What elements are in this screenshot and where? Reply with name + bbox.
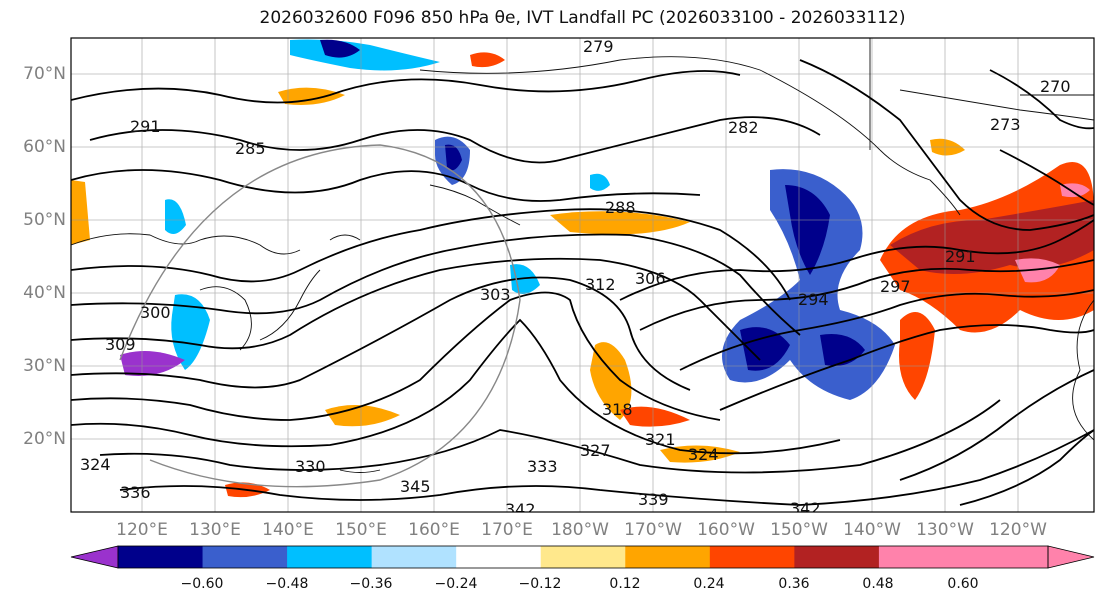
colorbar-tick-label: 0.60: [947, 576, 979, 592]
lon-label: 160°E: [408, 520, 460, 540]
lon-label: 140°W: [843, 520, 901, 540]
map-title: 2026032600 F096 850 hPa θe, IVT Landfall…: [259, 8, 906, 28]
colorbar-tick-label: 0.36: [778, 576, 810, 592]
colorbar-tick-label: 0.24: [693, 576, 725, 592]
lon-label: 180°W: [551, 520, 609, 540]
graticule: [71, 38, 1094, 512]
map-frame: [70, 37, 1095, 513]
colorbar-segment: [878, 546, 964, 568]
contour-label: 345: [400, 477, 431, 496]
colorbar-segment: [287, 546, 373, 568]
contour-label: 324: [80, 455, 111, 474]
lon-label: 140°E: [262, 520, 314, 540]
contour-label: 312: [585, 275, 616, 294]
contour-label: 291: [130, 117, 161, 136]
contour-label: 306: [635, 269, 666, 288]
colorbar-segment: [963, 546, 1049, 568]
contour-label: 273: [990, 115, 1021, 134]
lat-label: 20°N: [23, 429, 66, 449]
colorbar-segment: [540, 546, 626, 568]
lon-label: 160°W: [697, 520, 755, 540]
colorbar-segment: [794, 546, 880, 568]
colorbar-tick-label: 0.12: [609, 576, 641, 592]
colorbar-segment: [118, 546, 204, 568]
contour-label: 327: [580, 441, 611, 460]
contour-label: 270: [1040, 77, 1071, 96]
contour-label: 336: [120, 483, 151, 502]
colorbar-tick-label: 0.48: [862, 576, 894, 592]
lon-label: 150°E: [335, 520, 387, 540]
colorbar-segment: [456, 546, 542, 568]
contour-label: 318: [602, 400, 633, 419]
contour-label: 342: [790, 499, 821, 518]
lon-label: 120°E: [116, 520, 168, 540]
contour-label: 297: [880, 277, 911, 296]
contour-label: 282: [728, 118, 759, 137]
colorbar-segment: [371, 546, 457, 568]
lat-label: 50°N: [23, 210, 66, 230]
contour-label: 339: [638, 490, 669, 509]
contour-label: 321: [645, 430, 676, 449]
contour-label: 285: [235, 139, 266, 158]
range-arcs: [119, 144, 521, 488]
contour-label: 294: [798, 290, 829, 309]
theta-e-contours: [71, 59, 1094, 506]
shading-positive: [71, 52, 1094, 498]
coastlines: [71, 38, 1094, 473]
lat-label: 60°N: [23, 137, 66, 157]
contour-label: 333: [527, 457, 558, 476]
lon-label: 170°E: [481, 520, 533, 540]
contour-label: 291: [945, 247, 976, 266]
colorbar-tick-label: −0.24: [434, 576, 478, 592]
contour-label: 300: [140, 303, 171, 322]
contour-labels: 291 285 288 282 279 270 273 300 306 303 …: [80, 37, 1071, 519]
contour-label: 288: [605, 198, 636, 217]
colorbar-segment: [709, 546, 795, 568]
colorbar-extend-min: [70, 545, 119, 569]
contour-label: 279: [583, 37, 614, 56]
lon-label: 120°W: [989, 520, 1047, 540]
colorbar-tick-label: −0.12: [518, 576, 562, 592]
colorbar-segment: [625, 546, 711, 568]
colorbar-tick-label: −0.36: [349, 576, 393, 592]
contour-label: 342: [505, 500, 536, 519]
colorbar-frame: [117, 545, 1049, 569]
contour-label: 303: [480, 285, 511, 304]
shading-negative: [120, 39, 895, 400]
lon-label: 130°E: [189, 520, 241, 540]
colorbar: [70, 545, 1095, 569]
colorbar-tick-label: −0.60: [180, 576, 224, 592]
lat-label: 70°N: [23, 64, 66, 84]
lat-label: 30°N: [23, 356, 66, 376]
contour-label: 324: [688, 445, 719, 464]
lon-label: 130°W: [916, 520, 974, 540]
contour-label: 309: [105, 335, 136, 354]
colorbar-tick-label: −0.48: [265, 576, 309, 592]
colorbar-segment: [202, 546, 288, 568]
contour-label: 330: [295, 457, 326, 476]
lon-label: 170°W: [624, 520, 682, 540]
lat-label: 40°N: [23, 283, 66, 303]
lon-label: 150°W: [770, 520, 828, 540]
colorbar-extend-max: [1047, 545, 1095, 569]
